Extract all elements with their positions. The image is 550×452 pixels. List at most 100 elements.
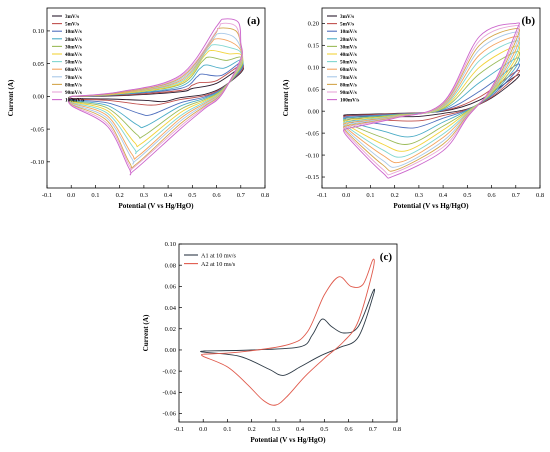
legend-label: 40mV/s xyxy=(340,52,357,58)
legend-label: 100mV/s xyxy=(340,98,359,104)
series-line xyxy=(343,31,520,168)
x-tick-label: 0.2 xyxy=(248,426,256,433)
x-tick-label: 0.5 xyxy=(188,192,196,199)
legend-label: 50mV/s xyxy=(340,60,357,66)
legend-label: 30mV/s xyxy=(340,44,357,50)
panel-label: (b) xyxy=(522,15,536,27)
y-tick-label: -0.06 xyxy=(162,411,176,418)
y-tick-label: -0.05 xyxy=(305,130,319,137)
legend-label: 5mV/s xyxy=(340,22,354,28)
x-tick-label: 0.8 xyxy=(261,192,269,199)
x-tick-label: 0.5 xyxy=(320,426,328,433)
plot-frame xyxy=(178,243,398,423)
series-line xyxy=(68,18,243,176)
legend-label: 3mV/s xyxy=(65,14,79,20)
legend-label: 20mV/s xyxy=(65,37,82,43)
y-tick-label: -0.10 xyxy=(30,159,44,166)
legend-label: 80mV/s xyxy=(340,82,357,88)
x-tick-label: 0.2 xyxy=(116,192,124,199)
x-tick-label: 0.1 xyxy=(366,192,374,199)
y-tick-label: 0.00 xyxy=(33,94,44,101)
series-line xyxy=(343,36,520,164)
panel-label: (a) xyxy=(247,15,260,27)
y-tick-label: 0.15 xyxy=(308,43,319,50)
x-tick-label: 0.4 xyxy=(296,426,305,433)
panel-label: (c) xyxy=(380,251,393,263)
x-tick-label: 0.3 xyxy=(272,426,280,433)
x-axis-label: Potential (V vs Hg/HgO) xyxy=(250,436,326,444)
y-tick-label: 0.10 xyxy=(165,241,176,248)
y-tick-label: 0.04 xyxy=(165,305,177,312)
legend-label: 10mV/s xyxy=(340,29,357,35)
series-line xyxy=(343,57,520,138)
x-tick-label: 0.8 xyxy=(393,426,401,433)
y-tick-label: 0.05 xyxy=(308,86,319,93)
legend-label: 10mV/s xyxy=(65,29,82,35)
legend-label: 70mV/s xyxy=(340,75,357,81)
legend-label: 60mV/s xyxy=(340,67,357,73)
legend-label: 70mV/s xyxy=(65,75,82,81)
series-line xyxy=(343,63,520,129)
x-tick-label: 0.6 xyxy=(344,426,353,433)
x-tick-label: 0.4 xyxy=(439,192,448,199)
y-tick-label: 0.05 xyxy=(33,61,44,68)
y-axis-label: Current (A) xyxy=(142,314,150,351)
x-tick-label: 0.5 xyxy=(463,192,471,199)
legend-label: 90mV/s xyxy=(65,90,82,96)
series-line xyxy=(343,40,520,158)
plot-frame xyxy=(321,7,541,189)
series-line xyxy=(200,258,375,406)
series-line xyxy=(68,27,243,169)
legend-label: 50mV/s xyxy=(65,60,82,66)
x-axis-label: Potential (V vs Hg/HgO) xyxy=(118,202,194,210)
y-tick-label: -0.15 xyxy=(305,174,319,181)
legend-label: 60mV/s xyxy=(65,67,82,73)
x-tick-label: -0.1 xyxy=(174,426,184,433)
series-line xyxy=(343,22,520,179)
x-tick-label: 0.7 xyxy=(512,192,521,199)
plot-frame xyxy=(46,7,266,189)
x-tick-label: 0.0 xyxy=(199,426,207,433)
legend-label: 30mV/s xyxy=(65,44,82,50)
x-tick-label: 0.0 xyxy=(342,192,350,199)
series-line xyxy=(343,69,520,122)
x-tick-label: 0.1 xyxy=(223,426,231,433)
x-tick-label: 0.1 xyxy=(91,192,99,199)
legend-label: 100mV/s xyxy=(65,98,84,104)
x-tick-label: 0.7 xyxy=(369,426,378,433)
legend-label: 40mV/s xyxy=(65,52,82,58)
legend-label: 20mV/s xyxy=(340,37,357,43)
series-line xyxy=(343,51,520,145)
y-tick-label: -0.04 xyxy=(162,390,176,397)
x-tick-label: -0.1 xyxy=(42,192,52,199)
series-line xyxy=(68,66,244,103)
series-line xyxy=(343,45,520,152)
legend-label: A2 at 10 ms/s xyxy=(201,261,236,268)
y-tick-label: 0.02 xyxy=(165,326,176,333)
y-tick-label: -0.02 xyxy=(162,368,176,375)
chart-panel: -0.1 0.0 0.1 0.2 0.3 0.4 0.5 0.6 0.7 0.8 -0.15 -0.1… xyxy=(282,7,544,210)
chart-panel: -0.1 0.0 0.1 0.2 0.3 0.4 0.5 0.6 0.7 0.8 -0.10 -0.0… xyxy=(7,7,269,210)
y-tick-label: 0.10 xyxy=(33,28,44,35)
legend-label: 3mV/s xyxy=(340,14,354,20)
y-axis-label: Current (A) xyxy=(282,79,290,116)
y-tick-label: -0.10 xyxy=(305,152,319,159)
x-tick-label: 0.2 xyxy=(391,192,399,199)
y-tick-label: 0.06 xyxy=(165,284,177,291)
y-tick-label: 0.20 xyxy=(308,21,319,28)
legend-label: A1 at 10 mv/s xyxy=(201,252,236,259)
legend-label: 80mV/s xyxy=(65,82,82,88)
chart-panel: -0.1 0.0 0.1 0.2 0.3 0.4 0.5 0.6 0.7 0.8 -0.06 -0.0… xyxy=(142,241,401,444)
y-axis-label: Current (A) xyxy=(7,79,15,116)
x-tick-label: 0.7 xyxy=(237,192,246,199)
x-tick-label: 0.6 xyxy=(212,192,221,199)
x-tick-label: 0.3 xyxy=(140,192,148,199)
y-tick-label: 0.00 xyxy=(165,347,176,354)
legend-label: 5mV/s xyxy=(65,22,79,28)
x-tick-label: 0.6 xyxy=(487,192,496,199)
x-tick-label: -0.1 xyxy=(317,192,327,199)
x-tick-label: 0.4 xyxy=(164,192,173,199)
x-tick-label: 0.8 xyxy=(536,192,544,199)
y-tick-label: 0.08 xyxy=(165,262,176,269)
